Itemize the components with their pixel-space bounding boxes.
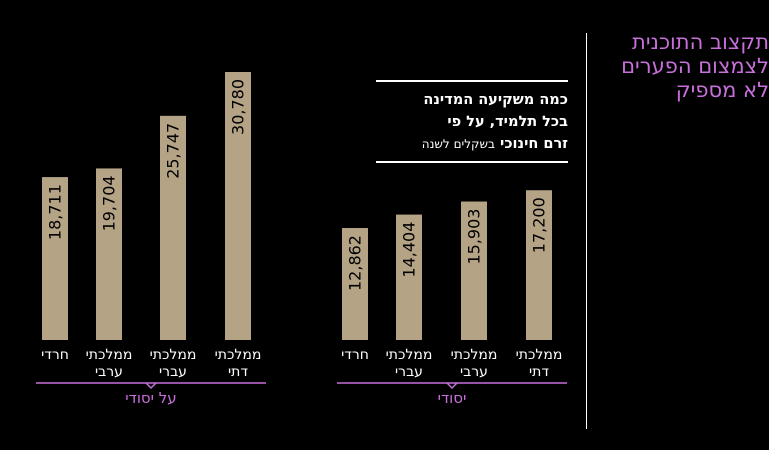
primary-category-label: ממלכתי (451, 347, 498, 363)
upper-secondary-category-label: ערבי (95, 364, 123, 380)
primary-bar (396, 214, 422, 340)
chart-legend: כמה משקיעה המדינה בכל תלמיד, על פי זרם ח… (376, 80, 568, 163)
primary-category-label: ממלכתי (516, 347, 563, 363)
legend-top-rule (376, 80, 568, 82)
upper-secondary-category-label: חרדי (41, 347, 69, 363)
primary-category-label: ערבי (460, 364, 488, 380)
primary-category-label: ממלכתי (386, 347, 433, 363)
primary-axis-pointer (446, 382, 458, 390)
primary-group-title: יסודי (438, 389, 467, 407)
primary-category-label: עברי (395, 364, 423, 380)
upper-secondary-bar (225, 72, 251, 340)
upper-secondary-category-label: ממלכתי (86, 347, 133, 363)
primary-bar (526, 190, 552, 340)
upper-secondary-value-label: 30,780 (229, 79, 248, 135)
upper-secondary-bar (160, 115, 186, 341)
side-title: תקצוב התוכנית לצמצום הפערים לא מספיק (621, 30, 769, 102)
upper-secondary-value-label: 19,704 (100, 175, 119, 231)
legend-line-3-bold: זרם חינוכי (500, 136, 568, 152)
primary-category-label: חרדי (341, 347, 369, 363)
primary-value-label: 14,404 (400, 222, 419, 278)
primary-value-label: 17,200 (530, 197, 549, 253)
primary-value-label: 15,903 (465, 209, 484, 265)
divider-line (586, 33, 587, 429)
legend-line-1: כמה משקיעה המדינה (423, 92, 568, 108)
upper-secondary-category-label: ממלכתי (150, 347, 197, 363)
legend-line-3: זרם חינוכי בשקלים לשנה (376, 133, 568, 155)
legend-line-2: בכל תלמיד, על פי (447, 114, 568, 130)
primary-bar (342, 228, 368, 340)
upper-secondary-value-label: 25,747 (164, 123, 183, 179)
primary-value-label: 12,862 (346, 235, 365, 291)
upper-secondary-category-label: עברי (159, 364, 187, 380)
upper-secondary-group-title: על יסודי (125, 389, 176, 407)
upper-secondary-bar (96, 168, 122, 340)
legend-bottom-rule (376, 161, 568, 163)
legend-unit: בשקלים לשנה (421, 137, 495, 151)
upper-secondary-bar (42, 177, 68, 340)
upper-secondary-axis-pointer (145, 382, 157, 390)
primary-category-label: דתי (529, 364, 549, 380)
upper-secondary-category-label: דתי (228, 364, 248, 380)
upper-secondary-category-label: ממלכתי (215, 347, 262, 363)
legend-text: כמה משקיעה המדינה בכל תלמיד, על פי זרם ח… (376, 82, 568, 155)
primary-bar (461, 201, 487, 340)
upper-secondary-value-label: 18,711 (46, 184, 65, 240)
